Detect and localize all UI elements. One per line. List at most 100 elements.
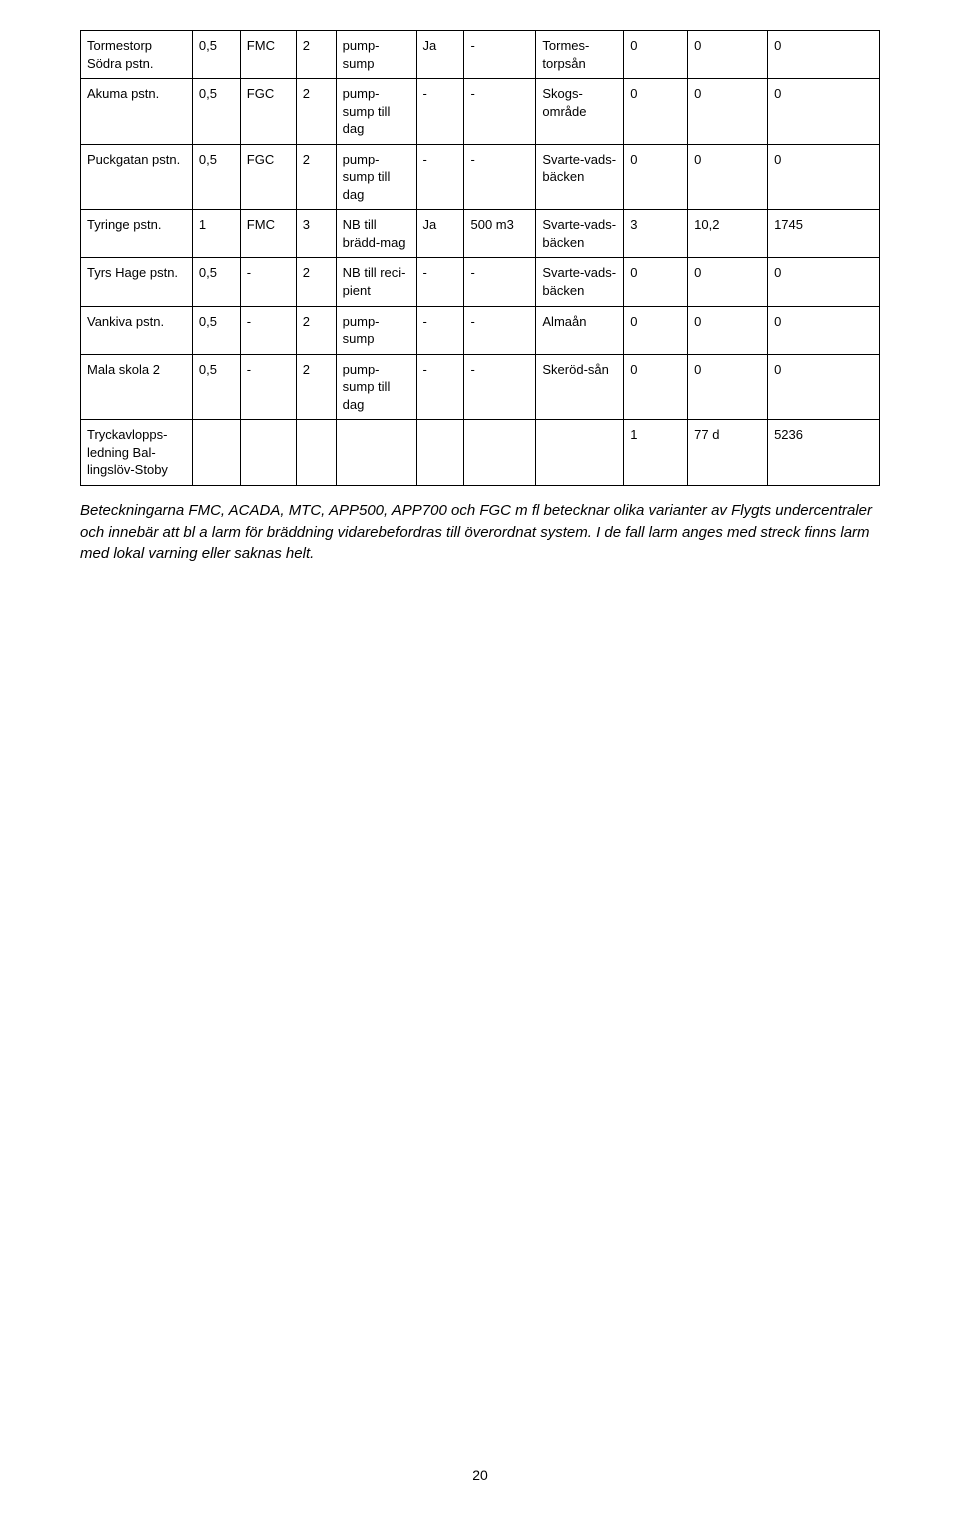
table-cell: 0 bbox=[688, 79, 768, 145]
table-cell: - bbox=[416, 306, 464, 354]
table-cell: 0 bbox=[688, 258, 768, 306]
table-cell: NB till reci-pient bbox=[336, 258, 416, 306]
table-cell: 0 bbox=[624, 306, 688, 354]
table-cell: 0 bbox=[624, 354, 688, 420]
table-cell: 0 bbox=[624, 258, 688, 306]
table-cell: 2 bbox=[296, 306, 336, 354]
table-cell: Svarte-vads-bäcken bbox=[536, 144, 624, 210]
table-row: Akuma pstn.0,5FGC2pump-sump till dag--Sk… bbox=[81, 79, 880, 145]
table-cell: 0 bbox=[768, 144, 880, 210]
table-cell: 0 bbox=[688, 354, 768, 420]
table-row: Tormestorp Södra pstn.0,5FMC2pump-sumpJa… bbox=[81, 31, 880, 79]
data-table: Tormestorp Södra pstn.0,5FMC2pump-sumpJa… bbox=[80, 30, 880, 486]
table-cell: pump-sump bbox=[336, 31, 416, 79]
table-cell: - bbox=[240, 306, 296, 354]
table-cell: Almaån bbox=[536, 306, 624, 354]
table-cell: Akuma pstn. bbox=[81, 79, 193, 145]
table-cell: Tyringe pstn. bbox=[81, 210, 193, 258]
table-cell: Ja bbox=[416, 31, 464, 79]
table-body: Tormestorp Södra pstn.0,5FMC2pump-sumpJa… bbox=[81, 31, 880, 486]
table-cell: 0 bbox=[768, 306, 880, 354]
table-cell: 0 bbox=[624, 31, 688, 79]
table-cell: 0 bbox=[624, 144, 688, 210]
table-cell: - bbox=[464, 79, 536, 145]
table-cell: Tryckavlopps-ledning Bal-lingslöv-Stoby bbox=[81, 420, 193, 486]
table-cell: Puckgatan pstn. bbox=[81, 144, 193, 210]
table-cell: Vankiva pstn. bbox=[81, 306, 193, 354]
table-cell: 3 bbox=[624, 210, 688, 258]
table-cell: - bbox=[464, 354, 536, 420]
table-cell: FMC bbox=[240, 210, 296, 258]
table-cell: 0 bbox=[768, 79, 880, 145]
table-row: Mala skola 20,5-2pump-sump till dag--Ske… bbox=[81, 354, 880, 420]
table-cell: Skogs-område bbox=[536, 79, 624, 145]
table-cell bbox=[416, 420, 464, 486]
table-cell: 2 bbox=[296, 79, 336, 145]
table-cell: - bbox=[416, 144, 464, 210]
table-cell bbox=[296, 420, 336, 486]
table-cell: 0 bbox=[768, 258, 880, 306]
page-number: 20 bbox=[0, 1467, 960, 1483]
table-cell: 2 bbox=[296, 144, 336, 210]
table-row: Puckgatan pstn.0,5FGC2pump-sump till dag… bbox=[81, 144, 880, 210]
table-cell: - bbox=[464, 306, 536, 354]
table-cell: pump-sump till dag bbox=[336, 144, 416, 210]
table-cell: 3 bbox=[296, 210, 336, 258]
table-cell: Mala skola 2 bbox=[81, 354, 193, 420]
table-cell bbox=[336, 420, 416, 486]
table-cell: FGC bbox=[240, 144, 296, 210]
table-caption: Beteckningarna FMC, ACADA, MTC, APP500, … bbox=[80, 500, 880, 565]
table-cell: 1 bbox=[192, 210, 240, 258]
table-cell: 2 bbox=[296, 354, 336, 420]
table-cell: - bbox=[416, 354, 464, 420]
table-cell: 0 bbox=[624, 79, 688, 145]
table-cell bbox=[192, 420, 240, 486]
table-cell: Skeröd-sån bbox=[536, 354, 624, 420]
table-cell: pump-sump till dag bbox=[336, 79, 416, 145]
table-cell: 0 bbox=[688, 144, 768, 210]
table-cell: 0 bbox=[688, 306, 768, 354]
table-row: Tyringe pstn.1FMC3NB till brädd-magJa500… bbox=[81, 210, 880, 258]
table-cell bbox=[240, 420, 296, 486]
table-cell: Ja bbox=[416, 210, 464, 258]
table-cell: 0,5 bbox=[192, 354, 240, 420]
table-cell: - bbox=[240, 354, 296, 420]
table-cell: 5236 bbox=[768, 420, 880, 486]
table-cell: 0,5 bbox=[192, 258, 240, 306]
page: Tormestorp Södra pstn.0,5FMC2pump-sumpJa… bbox=[0, 0, 960, 1513]
table-cell: FMC bbox=[240, 31, 296, 79]
table-cell: 1745 bbox=[768, 210, 880, 258]
table-cell: 77 d bbox=[688, 420, 768, 486]
table-cell: FGC bbox=[240, 79, 296, 145]
table-cell: - bbox=[416, 79, 464, 145]
table-cell: 0 bbox=[768, 354, 880, 420]
table-cell: 10,2 bbox=[688, 210, 768, 258]
table-cell bbox=[536, 420, 624, 486]
table-cell: Tyrs Hage pstn. bbox=[81, 258, 193, 306]
table-cell: Tormestorp Södra pstn. bbox=[81, 31, 193, 79]
table-cell: 1 bbox=[624, 420, 688, 486]
table-cell: 0,5 bbox=[192, 144, 240, 210]
table-cell: Tormes-torpsån bbox=[536, 31, 624, 79]
table-cell: 2 bbox=[296, 31, 336, 79]
table-row: Tyrs Hage pstn.0,5-2NB till reci-pient--… bbox=[81, 258, 880, 306]
table-cell: 0,5 bbox=[192, 306, 240, 354]
table-cell: - bbox=[464, 258, 536, 306]
table-cell: Svarte-vads-bäcken bbox=[536, 258, 624, 306]
table-cell: - bbox=[464, 144, 536, 210]
table-cell: 500 m3 bbox=[464, 210, 536, 258]
table-cell: NB till brädd-mag bbox=[336, 210, 416, 258]
table-cell: Svarte-vads-bäcken bbox=[536, 210, 624, 258]
table-row: Tryckavlopps-ledning Bal-lingslöv-Stoby 1… bbox=[81, 420, 880, 486]
table-cell: 0 bbox=[768, 31, 880, 79]
table-row: Vankiva pstn.0,5-2pump-sump--Almaån000 bbox=[81, 306, 880, 354]
table-cell: 0,5 bbox=[192, 31, 240, 79]
table-cell: pump-sump bbox=[336, 306, 416, 354]
table-cell: 0 bbox=[688, 31, 768, 79]
table-cell: - bbox=[416, 258, 464, 306]
table-cell bbox=[464, 420, 536, 486]
table-cell: 2 bbox=[296, 258, 336, 306]
table-cell: - bbox=[464, 31, 536, 79]
table-cell: pump-sump till dag bbox=[336, 354, 416, 420]
table-cell: 0,5 bbox=[192, 79, 240, 145]
